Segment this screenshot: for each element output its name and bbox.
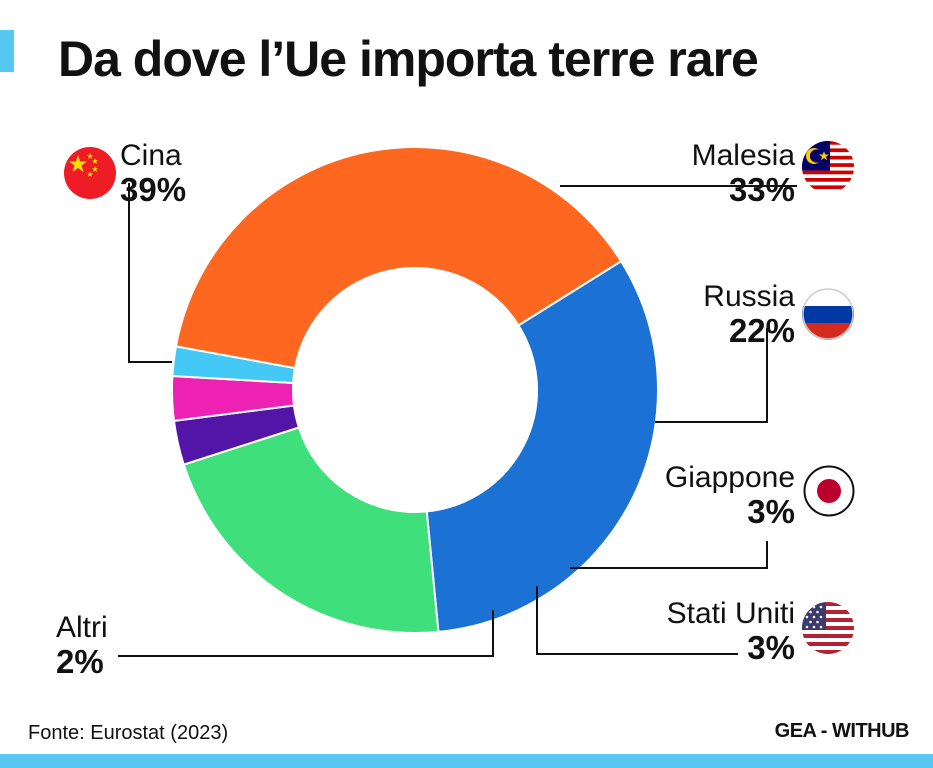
label-altri-name: Altri [56, 611, 108, 644]
label-malesia: Malesia 33% [691, 139, 795, 208]
leader-lines [118, 183, 797, 657]
label-stati-uniti: Stati Uniti 3% [666, 597, 795, 666]
label-russia-name: Russia [703, 280, 795, 313]
accent-bar-left [0, 30, 14, 72]
label-russia-value: 22% [728, 312, 795, 349]
source-note: Fonte: Eurostat (2023) [28, 722, 229, 744]
leader-line-altri [118, 610, 494, 657]
china-flag-icon [64, 147, 116, 199]
slice-cina [174, 146, 623, 370]
russia-flag-icon [802, 288, 854, 340]
label-cina: Cina 39% [120, 139, 187, 208]
malaysia-flag-icon [802, 141, 854, 193]
label-cina-value: 39% [120, 171, 187, 208]
label-russia: Russia 22% [703, 280, 795, 349]
leader-line-russia [655, 328, 768, 423]
accent-bar-bottom [0, 754, 933, 768]
leader-line-stati-uniti [536, 586, 738, 655]
label-malesia-value: 33% [728, 171, 795, 208]
slice-malesia [425, 259, 659, 633]
chart-title: Da dove l’Ue importa terre rare [58, 31, 759, 87]
label-cina-name: Cina [120, 139, 182, 172]
leader-line-giappone [570, 541, 768, 569]
label-giappone: Giappone 3% [664, 461, 795, 530]
leader-line-cina [128, 183, 172, 363]
label-altri: Altri 2% [56, 611, 108, 680]
label-altri-value: 2% [56, 643, 104, 680]
label-stati-uniti-name: Stati Uniti [666, 597, 795, 630]
label-giappone-value: 3% [747, 493, 795, 530]
label-malesia-name: Malesia [691, 139, 795, 172]
japan-flag-icon [803, 465, 855, 517]
label-stati-uniti-value: 3% [747, 629, 795, 666]
brand-logo: GEA - WITHUB [774, 720, 910, 742]
donut-slices [171, 146, 659, 634]
usa-flag-icon [802, 602, 854, 654]
label-giappone-name: Giappone [664, 461, 795, 494]
slice-russia [182, 426, 440, 634]
